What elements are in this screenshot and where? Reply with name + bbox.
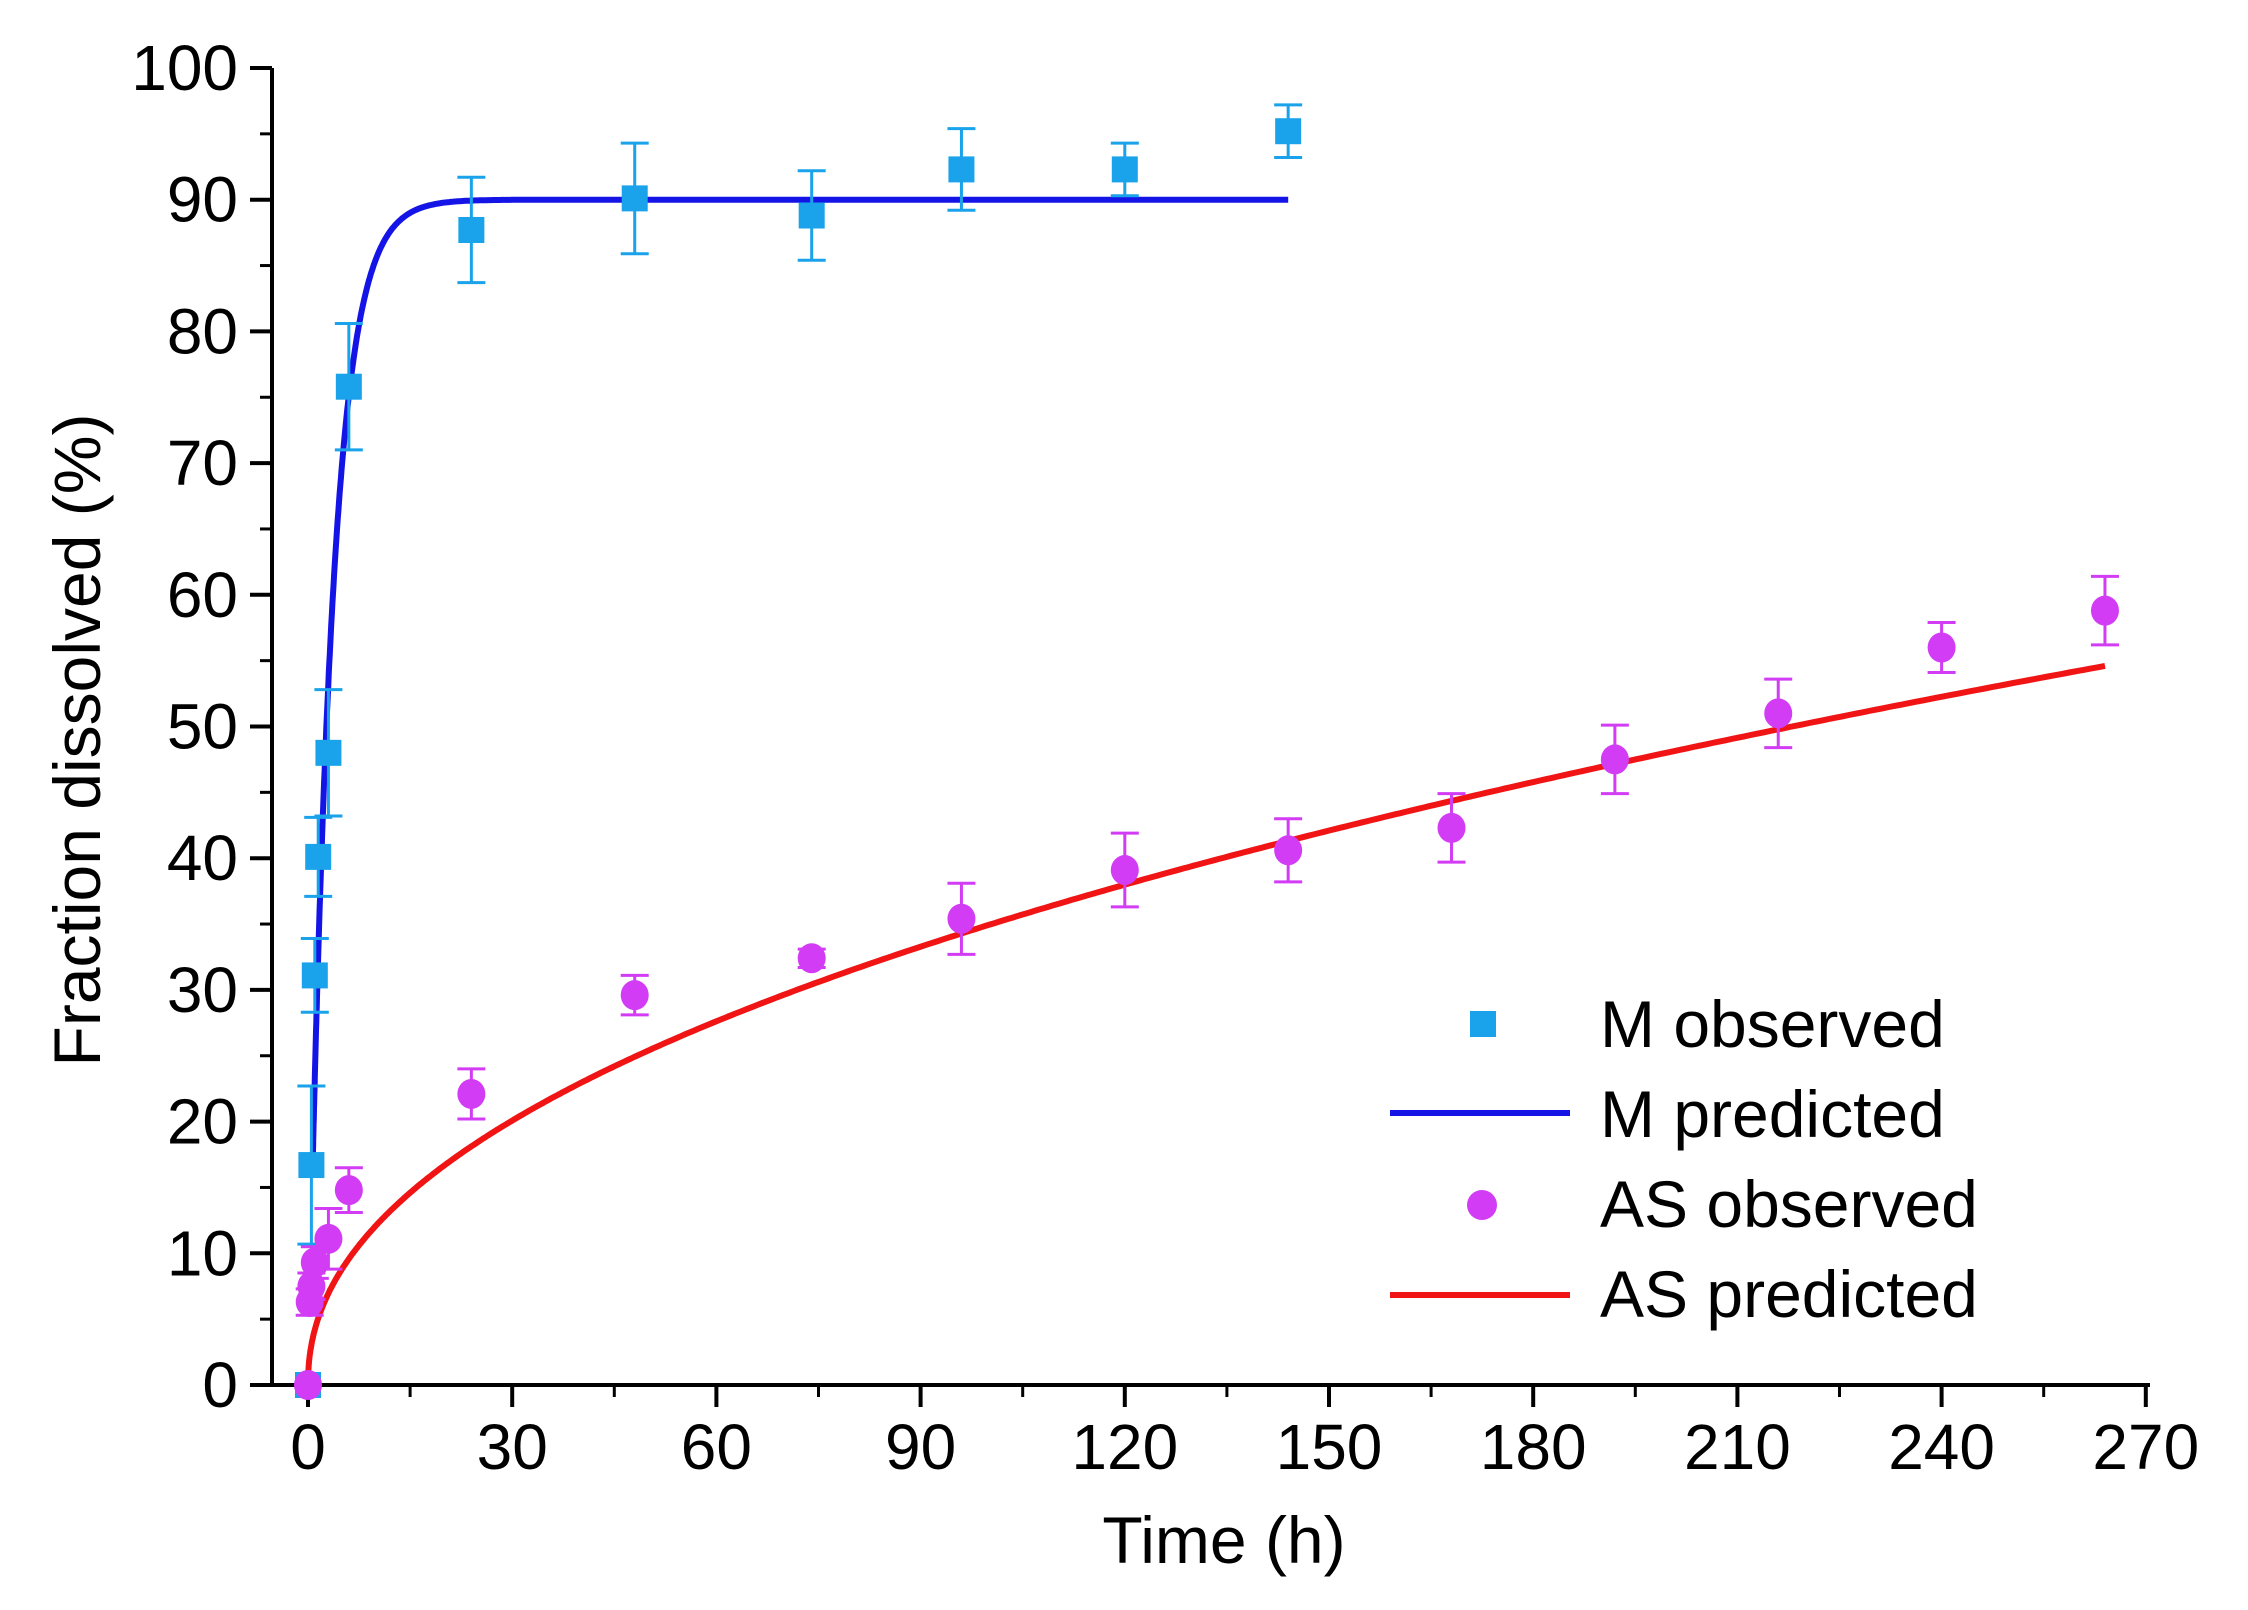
legend: M observed M predicted AS observed AS pr… xyxy=(1390,987,1978,1331)
as-observed-point xyxy=(1437,812,1466,843)
as-observed-point xyxy=(294,1370,322,1400)
as-observed-point xyxy=(314,1223,343,1254)
m-predicted-line xyxy=(309,196,1289,1164)
x-tick-label: 240 xyxy=(1888,1411,1995,1483)
legend-label-m-observed: M observed xyxy=(1600,987,1945,1061)
as-observed-point xyxy=(2090,595,2119,626)
as-observed-point xyxy=(1764,698,1793,729)
as-observed-point xyxy=(1274,835,1303,866)
legend-label-m-predicted: M predicted xyxy=(1600,1077,1945,1151)
y-tick-label: 100 xyxy=(131,32,238,104)
m-observed-point xyxy=(458,216,485,243)
predicted-curves xyxy=(305,196,2106,1386)
m-observed-point xyxy=(798,202,825,229)
legend-marker-m-observed xyxy=(1470,1011,1496,1037)
m-observed-point xyxy=(335,373,362,400)
m-observed-point xyxy=(621,185,648,212)
x-tick-label: 30 xyxy=(477,1411,548,1483)
x-tick-label: 60 xyxy=(681,1411,752,1483)
m-observed-point xyxy=(301,962,328,989)
as-observed-point xyxy=(1110,855,1139,886)
as-observed-point xyxy=(1600,744,1629,775)
x-tick-label: 180 xyxy=(1480,1411,1587,1483)
x-tick-label: 120 xyxy=(1071,1411,1178,1483)
m-observed-point xyxy=(948,156,975,183)
x-tick-label: 150 xyxy=(1276,1411,1383,1483)
y-tick-label: 80 xyxy=(167,295,238,367)
m-observed-point xyxy=(298,1152,325,1179)
as-predicted-line xyxy=(305,662,2106,1386)
axes: 0 10 20 30 40 50 60 70 80 90 100 0 30 60 90 120 150 180 21… xyxy=(131,32,2199,1483)
y-tick-label: 50 xyxy=(167,691,238,763)
as-observed-point xyxy=(947,903,976,934)
x-axis-title: Time (h) xyxy=(1102,1503,1345,1577)
m-observed-point xyxy=(1275,118,1302,145)
y-tick-label: 70 xyxy=(167,427,238,499)
y-tick-label: 30 xyxy=(167,954,238,1026)
x-tick-label: 90 xyxy=(885,1411,956,1483)
y-tick-label: 40 xyxy=(167,822,238,894)
m-observed-point xyxy=(305,843,332,870)
legend-label-as-predicted: AS predicted xyxy=(1600,1257,1978,1331)
legend-label-as-observed: AS observed xyxy=(1600,1167,1978,1241)
y-tick-label: 20 xyxy=(167,1086,238,1158)
y-axis-title: Fraction dissolved (%) xyxy=(40,414,114,1067)
x-tick-label: 270 xyxy=(2092,1411,2199,1483)
m-observed-point xyxy=(1111,156,1138,183)
as-observed-point xyxy=(797,943,826,974)
as-observed-point xyxy=(620,980,649,1011)
legend-marker-as-observed xyxy=(1467,1190,1497,1220)
x-tick-label: 210 xyxy=(1684,1411,1791,1483)
y-tick-label: 90 xyxy=(167,164,238,236)
m-observed-point xyxy=(315,739,342,766)
as-observed-point xyxy=(1927,632,1956,663)
y-tick-label: 0 xyxy=(202,1349,238,1421)
as-observed-point xyxy=(334,1175,363,1206)
x-tick-label: 0 xyxy=(290,1411,326,1483)
y-tick-label: 10 xyxy=(167,1217,238,1289)
observed-markers xyxy=(294,103,2119,1400)
as-observed-point xyxy=(457,1078,486,1109)
y-tick-label: 60 xyxy=(167,559,238,631)
